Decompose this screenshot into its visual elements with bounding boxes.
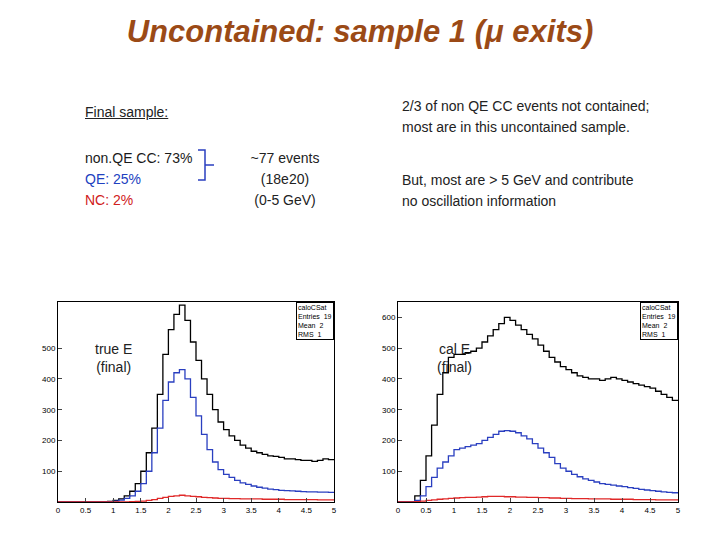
html-text:QE: 25%: QE: 25% (85, 171, 141, 187)
svg-text:1: 1 (452, 506, 457, 515)
svg-text:3.5: 3.5 (588, 506, 600, 515)
svg-text:2: 2 (166, 506, 171, 515)
svg-text:3.5: 3.5 (246, 506, 258, 515)
svg-text:true E(final): true E(final) (95, 341, 132, 375)
svg-text:4.5: 4.5 (644, 506, 656, 515)
svg-text:0: 0 (56, 506, 61, 515)
svg-text:0: 0 (396, 506, 401, 515)
svg-text:3: 3 (564, 506, 569, 515)
svg-text:200: 200 (42, 436, 56, 445)
svg-text:1: 1 (111, 506, 116, 515)
svg-text:300: 300 (382, 405, 396, 414)
svg-text:100: 100 (382, 467, 396, 476)
html-text:Uncontained: sample 1 (μ exits: Uncontained: sample 1 (μ exits) (126, 14, 594, 49)
svg-text:2.5: 2.5 (532, 506, 544, 515)
svg-text:5: 5 (332, 506, 337, 515)
html-text:(18e20): (18e20) (260, 171, 310, 187)
svg-text:3: 3 (221, 506, 226, 515)
svg-text:100: 100 (42, 467, 56, 476)
html-text:But, most are > 5 GeV and cont: But, most are > 5 GeV and contribute (402, 172, 634, 188)
svg-text:2.5: 2.5 (190, 506, 202, 515)
svg-text:400: 400 (382, 375, 396, 384)
svg-text:5: 5 (676, 506, 681, 515)
svg-text:cal E(final): cal E(final) (437, 341, 472, 375)
svg-text:4: 4 (277, 506, 282, 515)
html-text:NC: 2%: NC: 2% (85, 192, 134, 208)
svg-text:200: 200 (382, 436, 396, 445)
svg-text:600: 600 (382, 313, 396, 322)
svg-text:caloCSatEntries 19Mean 2RMS: caloCSatEntries 19Mean 2RMS 1 (642, 304, 676, 338)
html-text:2/3 of non QE CC events not co: 2/3 of non QE CC events not contained; (402, 98, 650, 114)
svg-text:0.5: 0.5 (420, 506, 432, 515)
html-text:~77 events: ~77 events (250, 150, 320, 166)
svg-text:300: 300 (42, 405, 56, 414)
svg-text:1.5: 1.5 (476, 506, 488, 515)
html-text:(0-5 GeV): (0-5 GeV) (254, 192, 316, 208)
svg-text:500: 500 (382, 344, 396, 353)
svg-text:caloCSatEntries 19Mean 2RMS: caloCSatEntries 19Mean 2RMS 1 (298, 304, 332, 338)
html-text:non.QE CC: 73%: non.QE CC: 73% (85, 150, 193, 166)
svg-text:4.5: 4.5 (301, 506, 313, 515)
svg-text:4: 4 (620, 506, 625, 515)
svg-text:500: 500 (42, 344, 56, 353)
html-text:Final sample:: Final sample: (85, 104, 169, 120)
svg-text:2: 2 (508, 506, 513, 515)
svg-text:400: 400 (42, 375, 56, 384)
svg-text:0.5: 0.5 (80, 506, 92, 515)
html-text:no oscillation information: no oscillation information (402, 193, 557, 209)
html-text:most are in this uncontained s: most are in this uncontained sample. (402, 119, 630, 135)
svg-text:1.5: 1.5 (135, 506, 147, 515)
